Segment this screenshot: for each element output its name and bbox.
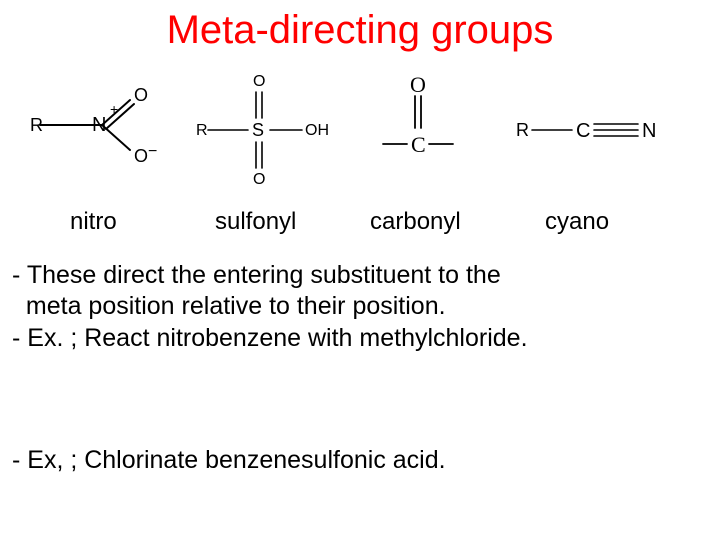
body1-line0: - These direct the entering substituent … (12, 260, 700, 291)
svg-text:O: O (134, 85, 148, 105)
structure-cyano: R C N (510, 100, 680, 165)
svg-text:OH: OH (305, 122, 329, 139)
structure-carbonyl: O C (365, 70, 475, 185)
svg-text:N: N (642, 120, 656, 142)
nitro-icon: R N + O O − (30, 70, 170, 180)
svg-text:O: O (253, 73, 265, 90)
cyano-icon: R C N (510, 100, 680, 160)
svg-text:N: N (92, 114, 106, 136)
body-text-2: - Ex, ; Chlorinate benzenesulfonic acid. (12, 445, 700, 476)
label-nitro: nitro (70, 208, 117, 236)
structure-sulfonyl: R S O O OH (190, 70, 340, 195)
svg-text:C: C (576, 120, 590, 142)
sulfonyl-icon: R S O O OH (190, 70, 340, 190)
body1-line2: - Ex. ; React nitrobenzene with methylch… (12, 323, 700, 354)
structure-row: R N + O O − (0, 70, 720, 190)
svg-text:R: R (196, 122, 208, 139)
svg-text:S: S (252, 120, 264, 140)
svg-text:R: R (516, 120, 529, 140)
svg-text:O: O (410, 72, 426, 97)
label-sulfonyl: sulfonyl (215, 208, 296, 236)
label-carbonyl: carbonyl (370, 208, 461, 236)
body-text-1: - These direct the entering substituent … (12, 260, 700, 354)
carbonyl-icon: O C (365, 70, 475, 180)
slide-title: Meta-directing groups (0, 8, 720, 53)
label-cyano: cyano (545, 208, 609, 236)
svg-text:C: C (411, 132, 426, 157)
svg-text:O: O (134, 146, 148, 166)
svg-text:+: + (110, 101, 118, 117)
structure-nitro: R N + O O − (30, 70, 170, 185)
label-row: nitro sulfonyl carbonyl cyano (0, 208, 720, 238)
svg-text:R: R (30, 115, 43, 135)
body1-line1: meta position relative to their position… (12, 291, 700, 322)
body2-line0: - Ex, ; Chlorinate benzenesulfonic acid. (12, 445, 700, 476)
svg-text:O: O (253, 171, 265, 188)
slide: Meta-directing groups R N + O (0, 0, 720, 540)
svg-text:−: − (148, 143, 157, 160)
